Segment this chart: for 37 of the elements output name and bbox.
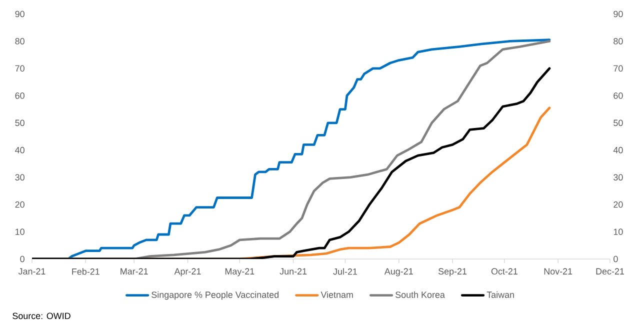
y2-tick-label: 10 [614,228,623,235]
y-tick-label: 70 [15,65,24,72]
y-tick-label: 10 [16,228,24,235]
y2-tick-label: 80 [614,38,623,44]
y2-tick-label: 20 [614,201,623,208]
legend-label: Vietnam [320,291,353,298]
x-tick-label: May-21 [225,268,254,276]
x-tick-label: Jul-21 [333,268,357,275]
y-tick-label: 20 [15,201,24,208]
legend-label: South Korea [396,291,445,298]
legend-label: Taiwan [486,291,514,298]
y2-tick-label: 60 [614,92,623,99]
y2-tick-label: 90 [614,10,623,18]
y-tick-label: 0 [20,256,24,262]
y2-tick-label: 50 [614,120,623,126]
y-tick-label: 50 [15,120,24,126]
y-tick-label: 90 [15,10,24,18]
y2-tick-label: 30 [614,174,623,181]
x-tick-label: Feb-21 [72,268,100,275]
x-tick-label: Dec-21 [596,268,624,275]
x-tick-label: Aug-21 [384,268,413,276]
x-tick-label: Apr-21 [174,268,201,276]
y2-tick-label: 40 [613,146,623,154]
x-tick-label: Nov-21 [544,268,572,275]
y2-tick-label: 0 [614,256,618,262]
y-tick-label: 80 [15,38,24,44]
x-tick-label: Sep-21 [438,268,467,276]
y2-tick-label: 70 [614,65,623,72]
source-note: Source: OWID [12,312,70,320]
y-tick-label: 60 [15,92,24,99]
x-tick-label: Jun-21 [280,268,307,275]
x-tick-label: Oct-21 [491,268,518,275]
legend-label: Singapore % People Vaccinated [152,291,278,300]
y-tick-label: 30 [15,174,24,181]
x-tick-label: Jan-21 [18,268,46,275]
y-tick-label: 40 [15,146,24,154]
x-tick-label: Mar-21 [120,268,148,275]
